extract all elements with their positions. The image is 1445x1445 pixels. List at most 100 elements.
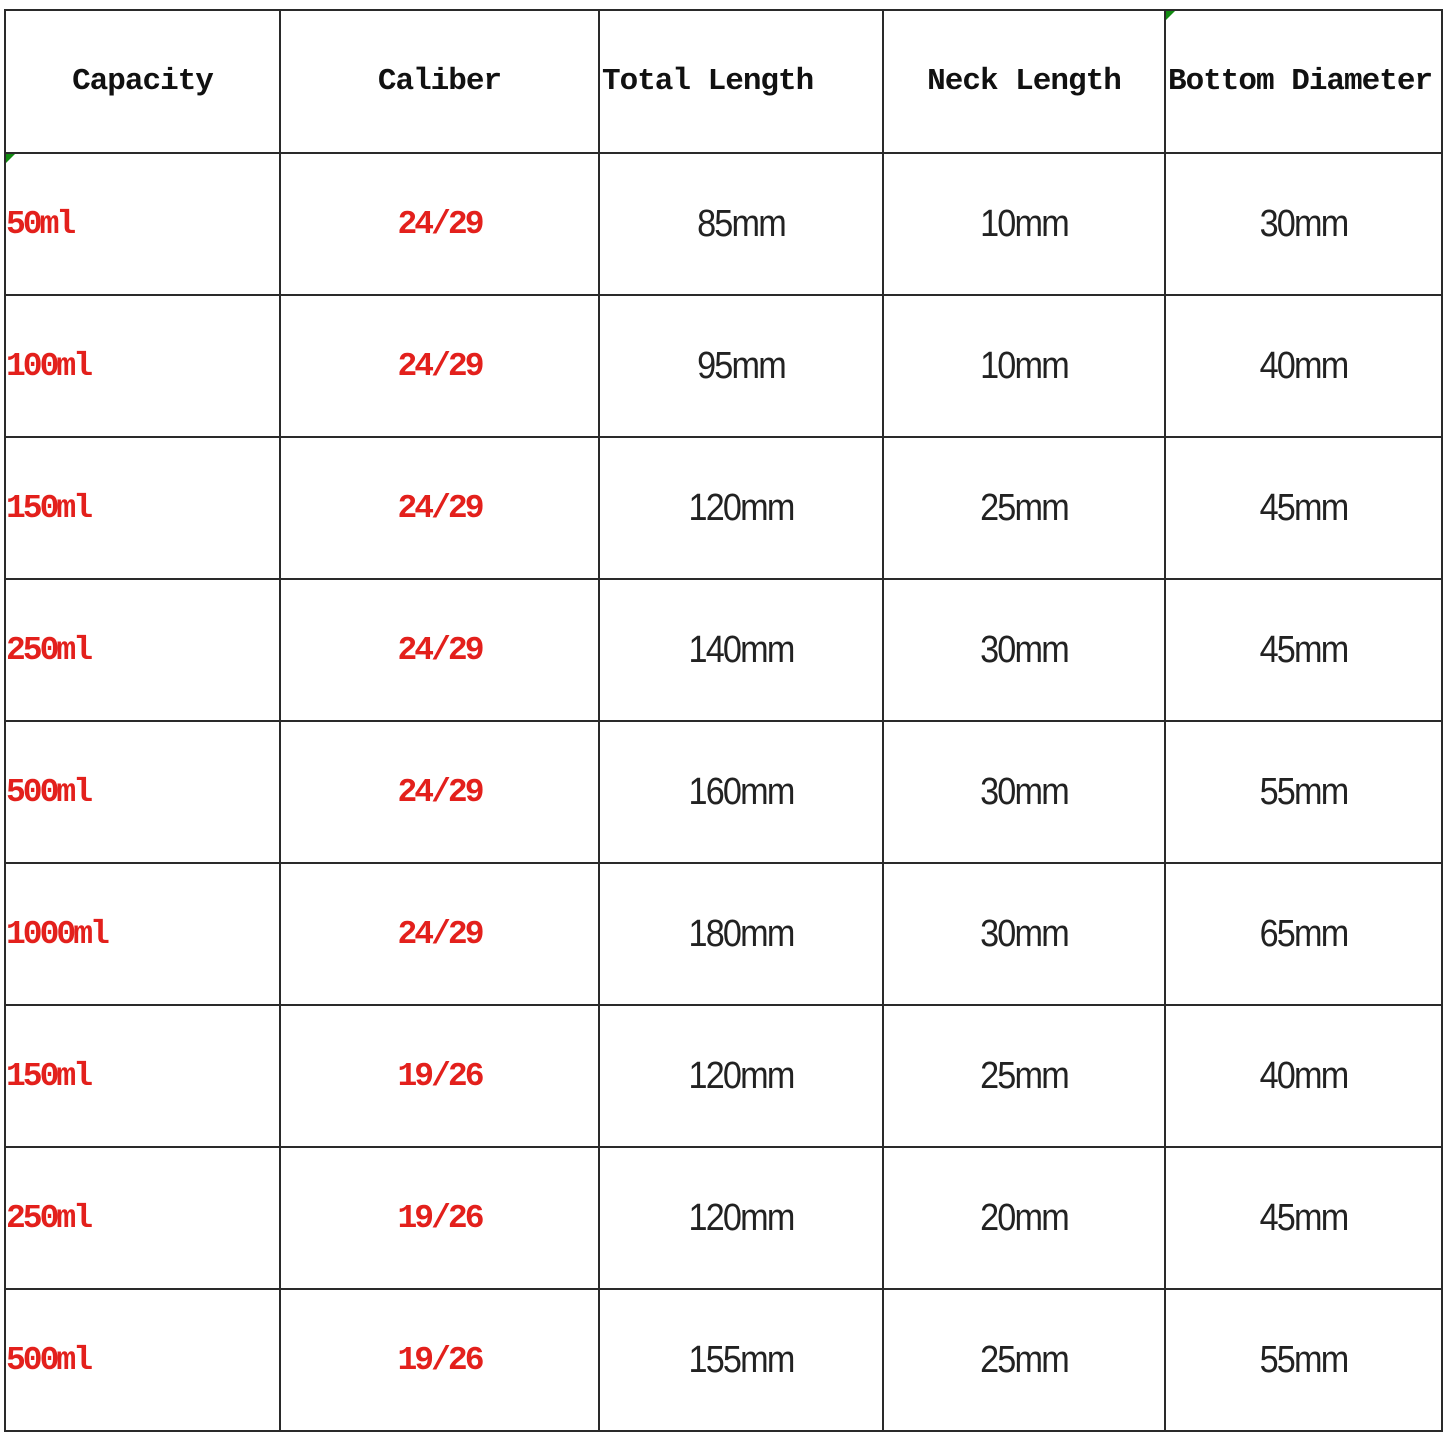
cell-total-length[interactable]: 160mm bbox=[612, 720, 870, 864]
cell-capacity[interactable]: 100ml bbox=[4, 294, 281, 438]
cell-capacity[interactable]: 250ml bbox=[4, 1146, 281, 1290]
cell-value: 55mm bbox=[1259, 1338, 1350, 1381]
cell-capacity[interactable]: 150ml bbox=[4, 436, 281, 580]
cell-neck-length[interactable]: 25mm bbox=[896, 436, 1152, 580]
cell-value: 1000ml bbox=[6, 915, 110, 953]
table-row: 50ml 24/29 85mm 10mm 30mm bbox=[4, 152, 1442, 296]
cell-value: 150ml bbox=[6, 489, 93, 527]
cell-value: 250ml bbox=[6, 1199, 93, 1237]
table-row: 500ml 19/26 155mm 25mm 55mm bbox=[4, 1288, 1442, 1432]
table-row: 250ml 19/26 120mm 20mm 45mm bbox=[4, 1146, 1442, 1290]
cell-caliber[interactable]: 24/29 bbox=[279, 152, 600, 296]
cell-caliber[interactable]: 24/29 bbox=[279, 720, 600, 864]
comment-marker-icon bbox=[6, 154, 15, 163]
header-bottom-diameter[interactable]: Bottom Diameter bbox=[1164, 9, 1443, 154]
table-row: 1000ml 24/29 180mm 30mm 65mm bbox=[4, 862, 1442, 1006]
cell-total-length[interactable]: 85mm bbox=[612, 152, 870, 296]
cell-capacity[interactable]: 50ml bbox=[4, 152, 281, 296]
cell-value: 120mm bbox=[688, 1054, 795, 1097]
cell-bottom-diameter[interactable]: 65mm bbox=[1177, 862, 1430, 1006]
cell-value: 155mm bbox=[688, 1338, 795, 1381]
table-row: 250ml 24/29 140mm 30mm 45mm bbox=[4, 578, 1442, 722]
cell-value: 120mm bbox=[688, 486, 795, 529]
cell-caliber[interactable]: 24/29 bbox=[279, 862, 600, 1006]
cell-value: 30mm bbox=[1259, 202, 1350, 245]
cell-neck-length[interactable]: 10mm bbox=[896, 152, 1152, 296]
cell-value: 50ml bbox=[6, 205, 76, 243]
cell-total-length[interactable]: 120mm bbox=[612, 436, 870, 580]
cell-value: 24/29 bbox=[397, 489, 484, 527]
cell-value: 120mm bbox=[688, 1196, 795, 1239]
header-caliber[interactable]: Caliber bbox=[279, 9, 600, 154]
cell-neck-length[interactable]: 30mm bbox=[896, 578, 1152, 722]
cell-bottom-diameter[interactable]: 40mm bbox=[1177, 1004, 1430, 1148]
cell-caliber[interactable]: 19/26 bbox=[279, 1146, 600, 1290]
cell-neck-length[interactable]: 30mm bbox=[896, 720, 1152, 864]
table-row: 100ml 24/29 95mm 10mm 40mm bbox=[4, 294, 1442, 438]
cell-value: 25mm bbox=[980, 486, 1070, 529]
header-neck-length[interactable]: Neck Length bbox=[882, 9, 1166, 154]
cell-neck-length[interactable]: 25mm bbox=[896, 1004, 1152, 1148]
cell-value: 19/26 bbox=[397, 1057, 484, 1095]
cell-caliber[interactable]: 24/29 bbox=[279, 294, 600, 438]
cell-value: 55mm bbox=[1259, 770, 1350, 813]
cell-total-length[interactable]: 120mm bbox=[612, 1004, 870, 1148]
cell-total-length[interactable]: 180mm bbox=[612, 862, 870, 1006]
cell-caliber[interactable]: 24/29 bbox=[279, 578, 600, 722]
cell-total-length[interactable]: 140mm bbox=[612, 578, 870, 722]
cell-value: 40mm bbox=[1259, 344, 1350, 387]
cell-value: 20mm bbox=[980, 1196, 1070, 1239]
cell-value: 10mm bbox=[980, 202, 1070, 245]
cell-total-length[interactable]: 155mm bbox=[612, 1288, 870, 1432]
table-row: 500ml 24/29 160mm 30mm 55mm bbox=[4, 720, 1442, 864]
cell-value: 45mm bbox=[1259, 1196, 1350, 1239]
cell-bottom-diameter[interactable]: 55mm bbox=[1177, 1288, 1430, 1432]
cell-bottom-diameter[interactable]: 45mm bbox=[1177, 578, 1430, 722]
cell-value: 10mm bbox=[980, 344, 1070, 387]
cell-bottom-diameter[interactable]: 55mm bbox=[1177, 720, 1430, 864]
cell-caliber[interactable]: 19/26 bbox=[279, 1004, 600, 1148]
cell-bottom-diameter[interactable]: 45mm bbox=[1177, 1146, 1430, 1290]
cell-total-length[interactable]: 95mm bbox=[612, 294, 870, 438]
cell-caliber[interactable]: 24/29 bbox=[279, 436, 600, 580]
header-row: Capacity Caliber Total Length Neck Length Bo… bbox=[4, 9, 1443, 154]
cell-capacity[interactable]: 500ml bbox=[4, 1288, 281, 1432]
cell-capacity[interactable]: 250ml bbox=[4, 578, 281, 722]
cell-neck-length[interactable]: 30mm bbox=[896, 862, 1152, 1006]
cell-neck-length[interactable]: 25mm bbox=[896, 1288, 1152, 1432]
table-row: 150ml 19/26 120mm 25mm 40mm bbox=[4, 1004, 1442, 1148]
table-row: 150ml 24/29 120mm 25mm 45mm bbox=[4, 436, 1442, 580]
cell-value: 500ml bbox=[6, 1341, 93, 1379]
cell-value: 30mm bbox=[980, 912, 1070, 955]
cell-value: 500ml bbox=[6, 773, 93, 811]
header-capacity[interactable]: Capacity bbox=[4, 9, 281, 154]
cell-value: 24/29 bbox=[397, 915, 484, 953]
cell-bottom-diameter[interactable]: 40mm bbox=[1177, 294, 1430, 438]
cell-caliber[interactable]: 19/26 bbox=[279, 1288, 600, 1432]
cell-capacity[interactable]: 1000ml bbox=[4, 862, 281, 1006]
cell-value: 45mm bbox=[1259, 628, 1350, 671]
cell-value: 25mm bbox=[980, 1338, 1070, 1381]
cell-value: 140mm bbox=[688, 628, 795, 671]
cell-capacity[interactable]: 150ml bbox=[4, 1004, 281, 1148]
cell-value: 30mm bbox=[980, 628, 1070, 671]
cell-value: 25mm bbox=[980, 1054, 1070, 1097]
cell-value: 24/29 bbox=[397, 631, 484, 669]
cell-value: 95mm bbox=[697, 344, 787, 387]
cell-value: 150ml bbox=[6, 1057, 93, 1095]
comment-marker-icon bbox=[1166, 11, 1175, 20]
cell-value: 40mm bbox=[1259, 1054, 1350, 1097]
spec-table: Capacity Caliber Total Length Neck Length Bo… bbox=[4, 9, 1443, 1432]
cell-total-length[interactable]: 120mm bbox=[612, 1146, 870, 1290]
cell-value: 24/29 bbox=[397, 205, 484, 243]
cell-bottom-diameter[interactable]: 30mm bbox=[1177, 152, 1430, 296]
cell-value: 24/29 bbox=[397, 773, 484, 811]
cell-neck-length[interactable]: 10mm bbox=[896, 294, 1152, 438]
cell-neck-length[interactable]: 20mm bbox=[896, 1146, 1152, 1290]
cell-value: 19/26 bbox=[397, 1199, 484, 1237]
cell-bottom-diameter[interactable]: 45mm bbox=[1177, 436, 1430, 580]
cell-value: 100ml bbox=[6, 347, 93, 385]
cell-value: 65mm bbox=[1259, 912, 1350, 955]
cell-capacity[interactable]: 500ml bbox=[4, 720, 281, 864]
header-total-length[interactable]: Total Length bbox=[598, 9, 884, 154]
